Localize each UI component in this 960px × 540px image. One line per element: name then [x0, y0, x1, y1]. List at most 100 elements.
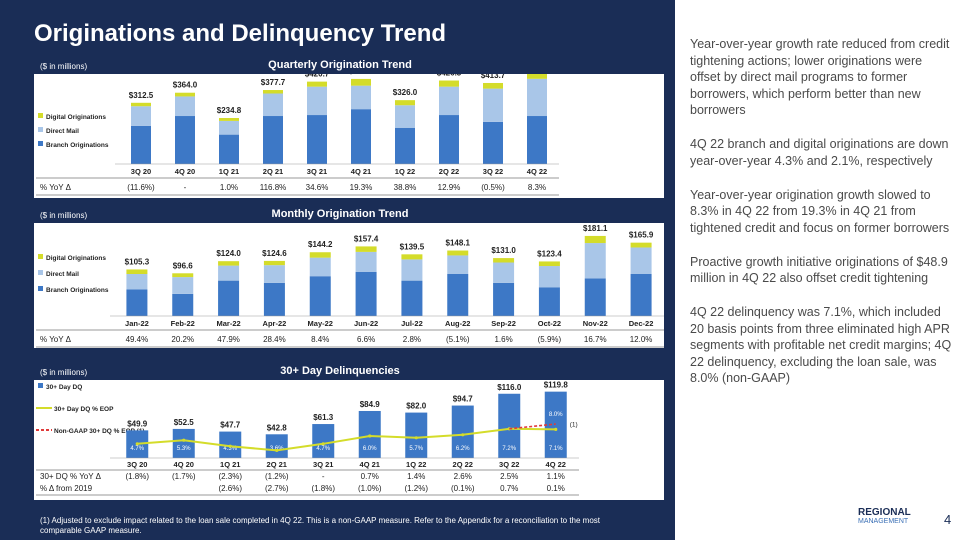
tick-label: Nov-22	[583, 319, 608, 328]
bar-segment	[630, 242, 652, 248]
exsale-label: 8.0%	[549, 412, 563, 418]
bar-segment	[538, 261, 560, 267]
bar-segment	[263, 265, 285, 283]
metric-value: 116.8%	[260, 183, 287, 192]
commentary-item: Year-over-year growth rate reduced from …	[690, 37, 950, 117]
bar-segment	[493, 262, 515, 283]
tick-label: Dec-22	[629, 319, 654, 328]
monthly-origination-chart: Digital Originations Direct Mail Branch Or…	[34, 223, 664, 348]
tick-label: 4Q 22	[527, 167, 547, 176]
tick-label: Apr-22	[263, 319, 287, 328]
bar-segment	[263, 90, 283, 94]
metric-label: 30+ DQ % YoY Δ	[40, 472, 102, 481]
dq-bar	[498, 393, 521, 458]
bar-segment	[439, 80, 459, 87]
dq-pct-point	[135, 442, 139, 446]
legend-label: Branch Originations	[46, 142, 109, 149]
bar-segment	[219, 118, 239, 121]
legend-label: Direct Mail	[46, 128, 79, 135]
metric-value: (2.7%)	[265, 484, 289, 493]
bar-segment	[401, 280, 423, 316]
tick-label: 1Q 21	[220, 460, 240, 469]
bar-segment	[355, 271, 377, 316]
bar-segment	[219, 120, 239, 135]
dq-pct-line	[137, 427, 556, 452]
exsale-note: (1)	[570, 421, 578, 428]
metric-value: (0.1%)	[451, 484, 475, 493]
dq-pct-point	[368, 434, 372, 438]
bar-segment	[447, 274, 469, 316]
bar-segment	[527, 116, 547, 164]
bar-segment	[351, 78, 371, 86]
tick-label: 3Q 20	[127, 460, 147, 469]
metric-value: 6.6%	[357, 335, 375, 344]
commentary: Year-over-year growth rate reduced from …	[690, 36, 952, 404]
bar-segment	[131, 125, 151, 164]
bar-segment	[218, 265, 240, 281]
data-label: $364.0	[173, 81, 198, 90]
commentary-item: Year-over-year origination growth slowed…	[690, 187, 950, 235]
bar-segment	[395, 105, 415, 128]
pct-label: 4.7%	[130, 446, 144, 452]
tick-label: Oct-22	[538, 319, 561, 328]
logo-line-1: REGIONAL	[858, 507, 911, 518]
data-label: $84.9	[360, 400, 381, 409]
bar-segment	[309, 257, 331, 277]
bar-segment	[401, 254, 423, 260]
bar-segment	[218, 280, 240, 316]
dq-bar	[451, 405, 474, 458]
dq-pct-point	[461, 433, 465, 437]
bar-segment	[307, 115, 327, 164]
tick-label: 4Q 20	[174, 460, 194, 469]
bar-segment	[493, 258, 515, 263]
metric-value: 2.6%	[454, 472, 472, 481]
slide-panel: Originations and Delinquency Trend ($ in…	[0, 0, 675, 540]
bar-segment	[351, 85, 371, 110]
data-label: $312.5	[129, 91, 154, 100]
data-label: $94.7	[453, 395, 474, 404]
delinquency-chart-title: 30+ Day Delinquencies	[280, 365, 400, 377]
data-label: $119.8	[544, 381, 569, 390]
tick-label: Feb-22	[171, 319, 195, 328]
metric-label: % YoY Δ	[40, 335, 72, 344]
pct-label: 6.0%	[363, 446, 377, 452]
dq-pct-point	[321, 442, 325, 446]
metric-value: 0.7%	[361, 472, 379, 481]
legend-label: Digital Originations	[46, 114, 106, 121]
delinquency-chart: 30+ Day DQ 30+ Day DQ % EOP Non-GAAP 30+ D…	[34, 380, 664, 500]
delinquency-unit-label: ($ in millions)	[40, 368, 88, 377]
data-label: $131.0	[491, 246, 516, 255]
bar-segment	[263, 260, 285, 266]
data-label: $124.6	[262, 249, 287, 258]
bar-segment	[439, 115, 459, 164]
metric-value: 1.4%	[407, 472, 425, 481]
bar-segment	[218, 261, 240, 266]
data-label: $326.0	[393, 88, 418, 97]
tick-label: Sep-22	[491, 319, 516, 328]
metric-value: (1.2%)	[265, 472, 289, 481]
legend-swatch	[38, 141, 43, 146]
bar-segment	[584, 235, 606, 244]
monthly-chart-title: Monthly Origination Trend	[271, 208, 409, 220]
pct-label: 7.1%	[549, 446, 563, 452]
tick-label: 3Q 22	[499, 460, 519, 469]
metric-value: (0.5%)	[481, 183, 505, 192]
bar-segment	[483, 82, 503, 89]
bar-segment	[172, 293, 194, 316]
dq-pct-point	[554, 427, 558, 431]
metric-value: (2.6%)	[218, 484, 242, 493]
bar-segment	[263, 116, 283, 164]
data-label: $123.4	[537, 249, 562, 258]
exsale-line	[509, 423, 556, 430]
metric-value: 0.7%	[500, 484, 518, 493]
metric-value: 8.3%	[528, 183, 546, 192]
metric-value: -	[184, 183, 187, 192]
bar-segment	[538, 287, 560, 316]
footnote: (1) Adjusted to exclude impact related t…	[40, 516, 601, 535]
legend-label: 30+ Day DQ % EOP	[54, 406, 114, 413]
legend-label: Non-GAAP 30+ DQ % EOP (1)	[54, 428, 145, 435]
bar-segment	[527, 74, 547, 79]
legend-label: 30+ Day DQ	[46, 384, 82, 391]
data-label: $148.1	[446, 239, 471, 248]
metric-value: 34.6%	[306, 183, 329, 192]
